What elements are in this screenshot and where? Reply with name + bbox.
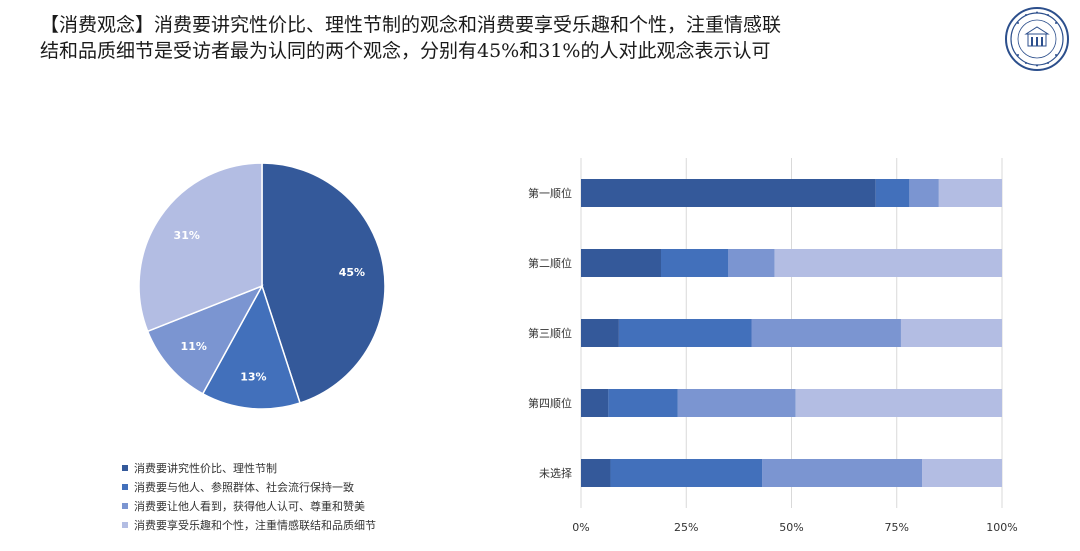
y-category-label: 第三顺位: [528, 326, 572, 340]
pie-slice-1: [261, 162, 386, 404]
pie-value-label: 31%: [174, 229, 200, 242]
bar-segment: [677, 389, 796, 417]
legend-label: 消费要让他人看到，获得他人认可、尊重和赞美: [134, 499, 365, 513]
bar-segment: [608, 389, 678, 417]
bar-segment: [795, 389, 1002, 417]
bar-segment: [728, 249, 775, 277]
pie-value-label: 11%: [181, 340, 207, 353]
x-tick-label: 100%: [986, 521, 1017, 534]
legend-label: 消费要享受乐趣和个性，注重情感联结和品质细节: [134, 518, 376, 532]
y-category-label: 第一顺位: [528, 186, 572, 200]
bar-segment: [660, 249, 729, 277]
legend-item: 消费要与他人、参照群体、社会流行保持一致: [122, 477, 376, 496]
bar-segment: [581, 179, 876, 207]
bar-segment: [909, 179, 939, 207]
y-category-label: 未选择: [539, 466, 572, 480]
x-tick-label: 25%: [674, 521, 698, 534]
bar-segment: [938, 179, 1002, 207]
legend-label: 消费要讲究性价比、理性节制: [134, 461, 277, 475]
bar-segment: [922, 459, 1002, 487]
legend-item: 消费要让他人看到，获得他人认可、尊重和赞美: [122, 496, 376, 515]
bar-segment: [581, 319, 619, 347]
pie-slice-2: [201, 284, 301, 410]
bar-segment: [900, 319, 1002, 347]
legend-swatch: [122, 464, 128, 471]
pie-legend: 消费要讲究性价比、理性节制消费要与他人、参照群体、社会流行保持一致 消费要让他人看…: [122, 458, 376, 534]
x-tick-label: 75%: [885, 521, 909, 534]
university-seal-icon: [1004, 6, 1070, 72]
legend-item: 消费要享受乐趣和个性，注重情感联结和品质细节: [122, 515, 376, 534]
pie-value-label: 45%: [339, 266, 365, 279]
bar-segment: [774, 249, 1002, 277]
bar-segment: [751, 319, 901, 347]
y-category-label: 第四顺位: [528, 396, 572, 410]
bar-segment: [610, 459, 763, 487]
bar-segment: [581, 249, 661, 277]
pie-chart: 45% 13% 11% 31%: [138, 162, 386, 410]
bar-segment: [618, 319, 752, 347]
x-tick-label: 0%: [572, 521, 589, 534]
pie-value-label: 13%: [240, 371, 266, 384]
legend-label: 消费要与他人、参照群体、社会流行保持一致: [134, 480, 354, 494]
bar-segment: [581, 389, 609, 417]
bar-segment: [875, 179, 910, 207]
page-title: 【消费观念】消费要讲究性价比、理性节制的观念和消费要享受乐趣和个性，注重情感联 …: [40, 12, 960, 64]
title-line-2: 结和品质细节是受访者最为认同的两个观念，分别有45%和31%的人对此观念表示认可: [40, 40, 771, 62]
legend-swatch: [122, 502, 128, 509]
y-category-label: 第二顺位: [528, 256, 572, 270]
title-line-1: 【消费观念】消费要讲究性价比、理性节制的观念和消费要享受乐趣和个性，注重情感联: [40, 14, 782, 36]
pie-slice-3: [146, 284, 264, 395]
bar-segment: [762, 459, 923, 487]
pie-slice-4: [138, 162, 263, 333]
x-tick-label: 50%: [779, 521, 803, 534]
legend-swatch: [122, 483, 128, 490]
bar-segment: [581, 459, 611, 487]
legend-swatch: [122, 521, 128, 528]
legend-item: 消费要讲究性价比、理性节制: [122, 458, 376, 477]
